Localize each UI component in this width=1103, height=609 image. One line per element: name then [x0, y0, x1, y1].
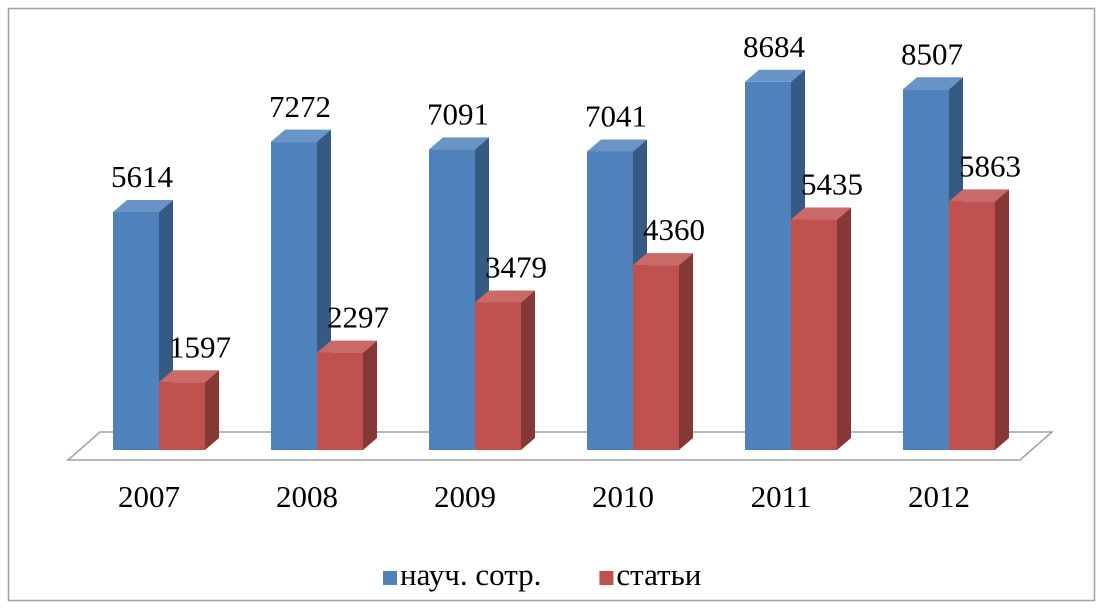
bar	[745, 81, 791, 450]
bar-top	[271, 129, 331, 142]
bar	[949, 201, 995, 450]
bar-side	[679, 253, 693, 450]
data-label: 5614	[111, 159, 174, 194]
bar-top	[903, 77, 963, 90]
bar-top	[633, 253, 693, 266]
x-tick-label: 2009	[434, 479, 496, 514]
data-label: 4360	[643, 212, 705, 247]
bar-side	[995, 189, 1009, 450]
x-tick-label: 2008	[276, 479, 338, 514]
data-label: 3479	[485, 250, 547, 285]
x-tick-label: 2012	[908, 479, 970, 514]
bar-top	[587, 139, 647, 152]
bar	[159, 382, 205, 450]
bar-top	[949, 189, 1009, 202]
bar	[475, 302, 521, 450]
data-label: 8684	[743, 29, 806, 64]
x-tick-label: 2007	[118, 479, 180, 514]
bar-top	[745, 69, 805, 82]
legend-swatch	[383, 571, 397, 585]
bar-top	[159, 370, 219, 383]
bar-top	[317, 340, 377, 353]
data-label: 7091	[427, 96, 489, 131]
bar-top	[429, 137, 489, 150]
bar-side	[363, 340, 377, 450]
x-tick-label: 2010	[592, 479, 654, 514]
bar	[587, 151, 633, 450]
data-label: 2297	[327, 300, 389, 335]
bar-top	[475, 290, 535, 303]
data-label: 8507	[901, 36, 963, 71]
bar	[113, 211, 159, 450]
bar-side	[837, 207, 851, 450]
bar-top	[113, 199, 173, 212]
data-label: 5863	[959, 149, 1021, 184]
x-tick-label: 2011	[751, 479, 812, 514]
bar	[317, 352, 363, 450]
bar	[271, 141, 317, 450]
bar-top	[791, 207, 851, 220]
legend-label: науч. сотр.	[400, 557, 541, 592]
bar	[633, 265, 679, 450]
data-label: 7041	[585, 99, 647, 134]
bar-side	[521, 290, 535, 450]
data-label: 5435	[801, 167, 863, 202]
data-label: 1597	[169, 329, 231, 364]
legend-swatch	[599, 571, 614, 585]
data-label: 7272	[269, 89, 331, 124]
bar-side	[205, 370, 219, 450]
legend-label: статьи	[616, 557, 701, 592]
bar	[429, 149, 475, 450]
bar	[903, 89, 949, 451]
bar	[791, 219, 837, 450]
